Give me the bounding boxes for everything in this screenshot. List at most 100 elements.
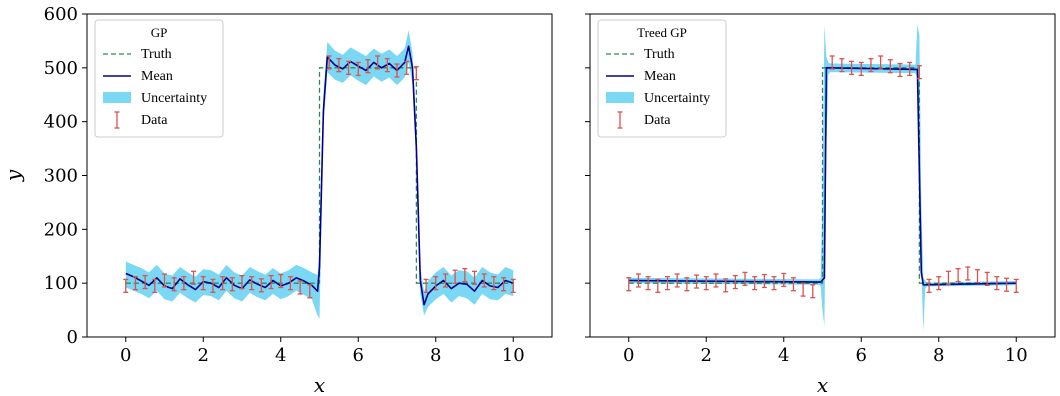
panel2-legend-entry-data: Data [644,113,671,128]
panel1-legend-entry-truth: Truth [141,47,172,62]
panel1-x-tick-label: 4 [275,345,286,366]
panel1-legend-box [94,19,224,138]
panel1-data-point [239,274,245,290]
panel2-data-point [945,270,951,285]
panel2-data-point [694,274,700,289]
panel1-data-point [346,60,352,75]
panel1-legend-uncertainty-handle [103,92,131,103]
panel1-data-point [258,278,264,293]
panel2-data-point [907,61,913,77]
panel2-x-tick-label: 6 [856,345,867,366]
panel2-plot: 0 2 4 6 8 10 x Treed GP Truth Mean Uncertainty Data [585,13,1056,396]
panel1-data-point [220,276,226,291]
panel2-x-tick-label: 8 [933,345,944,366]
panel1-y-tick-label: 300 [44,166,78,187]
panel1-data-point [452,269,458,284]
panel2-data-point [839,58,845,73]
panel2-data-point [790,277,796,292]
panel1-data-point [326,55,332,70]
panel2-legend-entry-truth: Truth [644,47,675,62]
panel1-data-point [287,276,293,291]
panel2-legend-entry-mean: Mean [644,69,676,84]
panel1-data-point [462,267,468,283]
panel2-data-point [703,276,709,291]
panel2-data-point [1004,277,1010,292]
panel2-data-point [868,58,874,73]
panel2-data-point [674,273,680,288]
panel1-data-point [404,60,410,75]
panel1-data-point [384,58,390,73]
panel1-data-point [433,276,439,291]
panel2-data-point [897,62,903,78]
panel1-y-tick-label: 600 [44,4,78,25]
panel1-x-tick-label: 2 [198,345,209,366]
panel2-data-point [984,271,990,286]
panel1-data-point [491,276,497,291]
panel1-legend: GP Truth Mean Uncertainty Data [94,19,224,138]
panel1-y-tick-label: 0 [67,327,78,348]
panel2-data-point [761,273,767,289]
panel2-data-point [975,269,980,284]
panel1-data-point [413,66,419,81]
panel1-y-tick-label: 400 [44,112,78,133]
panel1-data-point [365,59,371,74]
panel1-data-point [278,273,284,289]
panel1-data-point [123,278,129,293]
panel1-legend-entry-data: Data [141,113,168,128]
panel2-data-point [994,276,1000,291]
panel1-data-point [152,278,158,293]
panel1-x-tick-label: 0 [120,345,131,366]
panel2-data-point [926,278,932,293]
panel2-mean-line [628,67,1017,286]
panel2-data-point [665,276,670,291]
panel2-series-group [626,24,1019,332]
panel1-x-tick-label: 10 [502,345,525,366]
panel1-legend-entry-mean: Mean [141,69,173,84]
panel1-legend-entry-uncertainty: Uncertainty [141,91,207,106]
panel2-x-tick-label: 0 [623,345,634,366]
panel2-x-axis-label: x [817,373,828,396]
panel1-plot: 0 2 4 6 8 100100200300400500600xyGPTruthMeanU… [1,4,553,396]
panel1-x-tick-label: 8 [430,345,441,366]
panel2-data-point [829,55,835,70]
panel2-legend-entry-uncertainty: Uncertainty [644,91,710,106]
panel2-legend-uncertainty-handle [606,92,634,103]
panel2-data-point [955,267,961,283]
panel1-data-point [210,278,216,293]
panel2-legend-box [597,19,727,138]
panel1-y-tick-label: 200 [44,219,78,240]
panel1-data-point [142,274,148,290]
panel2-data-point [684,277,690,292]
panel1-data-point [336,58,342,73]
panel2-data-point [742,271,748,286]
panel1-data-point [307,284,313,299]
panel2-data-point [781,272,787,288]
panel1-data-point [355,61,361,77]
panel1-data-point [171,277,177,292]
panel2-data-point [1013,278,1019,293]
panel1-data-point [229,277,235,292]
panel2-legend: Treed GP Truth Mean Uncertainty Data [597,19,727,138]
panel1-data-point [249,276,255,291]
panel2-data-point [800,282,806,297]
panel2-data-point [655,278,661,293]
panel2-data-point [635,273,641,288]
panel2-data-point [858,61,864,77]
panel1-data-point [442,273,448,288]
panel1-legend-title: GP [151,25,168,40]
panel1-x-tick-label: 6 [353,345,364,366]
panel1-series-group [123,30,516,319]
panel1-data-point [132,276,138,291]
panel2-data-point [887,59,893,74]
panel1-data-point [375,55,381,70]
panel1-data-point [162,273,167,288]
panel2-data-point [965,266,971,281]
panel1-x-axis-label: x [314,373,325,396]
panel2-data-point [810,284,816,299]
panel2-data-point [771,276,777,291]
panel1-data-point [268,274,274,290]
panel2-data-point [732,274,738,290]
panel2-legend-title: Treed GP [637,25,687,40]
panel2-data-point [752,276,758,291]
panel2-x-tick-label: 2 [701,345,712,366]
